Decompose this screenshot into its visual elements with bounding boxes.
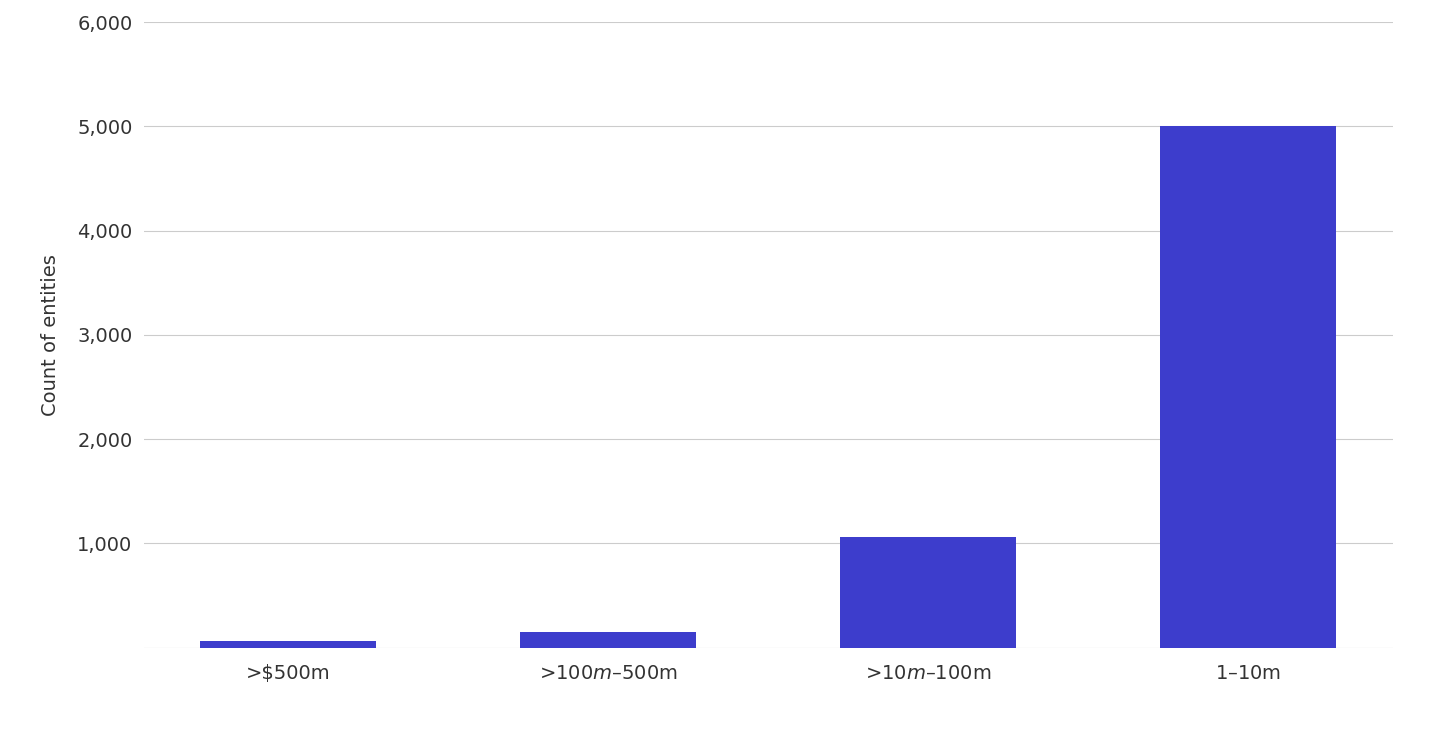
Bar [201, 642, 376, 648]
Y-axis label: Count of entities: Count of entities [42, 254, 60, 416]
Bar [520, 631, 696, 648]
Bar [840, 537, 1017, 648]
Bar [1160, 127, 1335, 648]
